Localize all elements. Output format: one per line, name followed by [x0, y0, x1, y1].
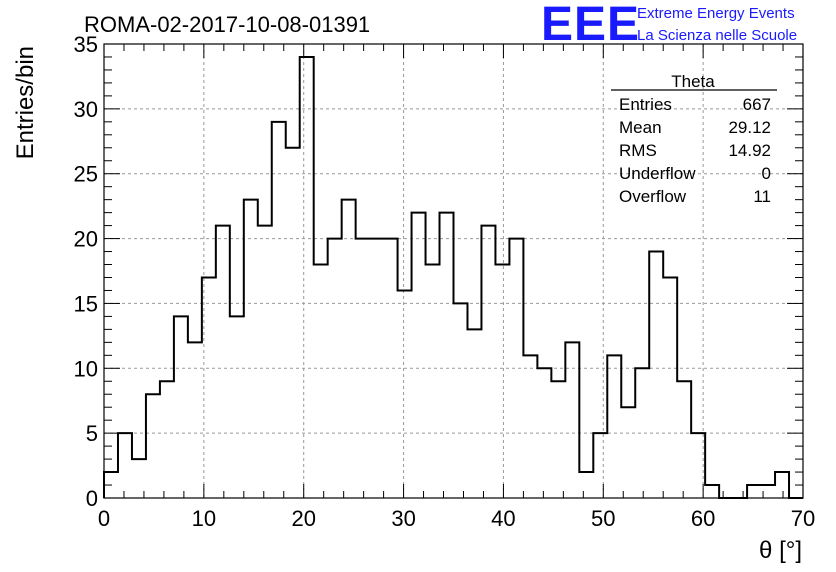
histogram-bin [202, 277, 216, 498]
logo-line-2: La Scienza nelle Scuole [637, 27, 797, 44]
histogram-bin [663, 277, 677, 498]
stats-row-value: 11 [753, 187, 771, 206]
y-tick-label: 30 [74, 97, 98, 122]
y-tick-label: 5 [86, 421, 98, 446]
histogram-bin [370, 239, 384, 498]
stats-row-value: 667 [743, 95, 771, 114]
y-tick-label: 10 [74, 356, 98, 381]
histogram-bin [384, 239, 398, 498]
stats-row-label: Overflow [619, 187, 687, 206]
histogram-bin [440, 213, 454, 498]
stats-title: Theta [671, 72, 715, 91]
histogram-bin [398, 290, 412, 498]
eee-logo: EEE Extreme Energy Events La Scienza nel… [541, 0, 797, 51]
y-tick-label: 20 [74, 227, 98, 252]
x-tick-label: 10 [192, 506, 216, 531]
histogram-bin [230, 316, 244, 498]
histogram-bin [495, 265, 509, 498]
histogram-bin [426, 265, 440, 498]
histogram-bin [258, 226, 272, 498]
histogram-bin [607, 355, 621, 498]
histogram-bin [537, 368, 551, 498]
histogram-bin [412, 213, 426, 498]
histogram-bin [649, 252, 663, 498]
histogram-series [103, 55, 803, 499]
tick-labels: 0 10 20 30 40 50 60 70 0 5 10 15 20 25 30 35 [74, 32, 816, 531]
histogram-bin [160, 381, 174, 498]
x-tick-label: 50 [591, 506, 615, 531]
histogram-bin [188, 342, 202, 498]
histogram-bin [775, 472, 789, 498]
histogram-bin [300, 57, 314, 498]
histogram-bin [677, 381, 691, 498]
histogram-bin [244, 200, 258, 498]
plot-frame [103, 43, 804, 499]
stats-row-label: Mean [619, 118, 662, 137]
histogram-bin [551, 381, 565, 498]
histogram-bin [356, 239, 370, 498]
logo-mark: EEE [541, 0, 640, 51]
histogram-bin [593, 433, 607, 498]
histogram-outline [103, 55, 803, 499]
stats-row-label: RMS [619, 141, 657, 160]
histogram-bin [509, 239, 523, 498]
stats-row-label: Underflow [619, 164, 696, 183]
histogram-bin [328, 239, 342, 498]
histogram-bin [174, 316, 188, 498]
histogram-bin [621, 407, 635, 498]
histogram-bin [481, 226, 495, 498]
histogram-bin [579, 472, 593, 498]
x-tick-label: 40 [491, 506, 515, 531]
histogram-bin [314, 265, 328, 498]
y-tick-label: 0 [86, 486, 98, 511]
stats-row-value: 29.12 [728, 118, 771, 137]
y-axis-title: Entries/bin [12, 46, 39, 159]
chart-title: ROMA-02-2017-10-08-01391 [84, 12, 370, 37]
x-tick-label: 30 [391, 506, 415, 531]
histogram-bin [146, 394, 160, 498]
histogram-bin [272, 122, 286, 498]
logo-line-1: Extreme Energy Events [637, 5, 795, 22]
stats-row-label: Entries [619, 95, 672, 114]
stats-row-value: 14.92 [728, 141, 771, 160]
stats-row-value: 0 [762, 164, 771, 183]
histogram-bin [635, 368, 649, 498]
histogram-bin [342, 200, 356, 498]
x-tick-label: 20 [291, 506, 315, 531]
histogram-bin [565, 342, 579, 498]
stats-box: Theta Entries 667 Mean 29.12 RMS 14.92 Underfl… [611, 72, 777, 206]
histogram-bin [705, 485, 719, 498]
histogram-bin [523, 355, 537, 498]
y-tick-label: 15 [74, 291, 98, 316]
histogram-bin [467, 329, 481, 498]
axes [103, 43, 804, 499]
histogram-bin [286, 148, 300, 498]
y-tick-label: 25 [74, 162, 98, 187]
histogram-bin [454, 303, 468, 498]
stats-rows: Entries 667 Mean 29.12 RMS 14.92 Underflow 0 Ove… [619, 95, 771, 206]
histogram-bin [118, 433, 132, 498]
histogram-bin [747, 485, 761, 498]
x-tick-label: 0 [98, 506, 110, 531]
x-tick-label: 60 [691, 506, 715, 531]
x-tick-label: 70 [791, 506, 815, 531]
histogram-bin [216, 226, 230, 498]
x-axis-title: θ [°] [759, 537, 802, 564]
y-tick-label: 35 [74, 32, 98, 57]
